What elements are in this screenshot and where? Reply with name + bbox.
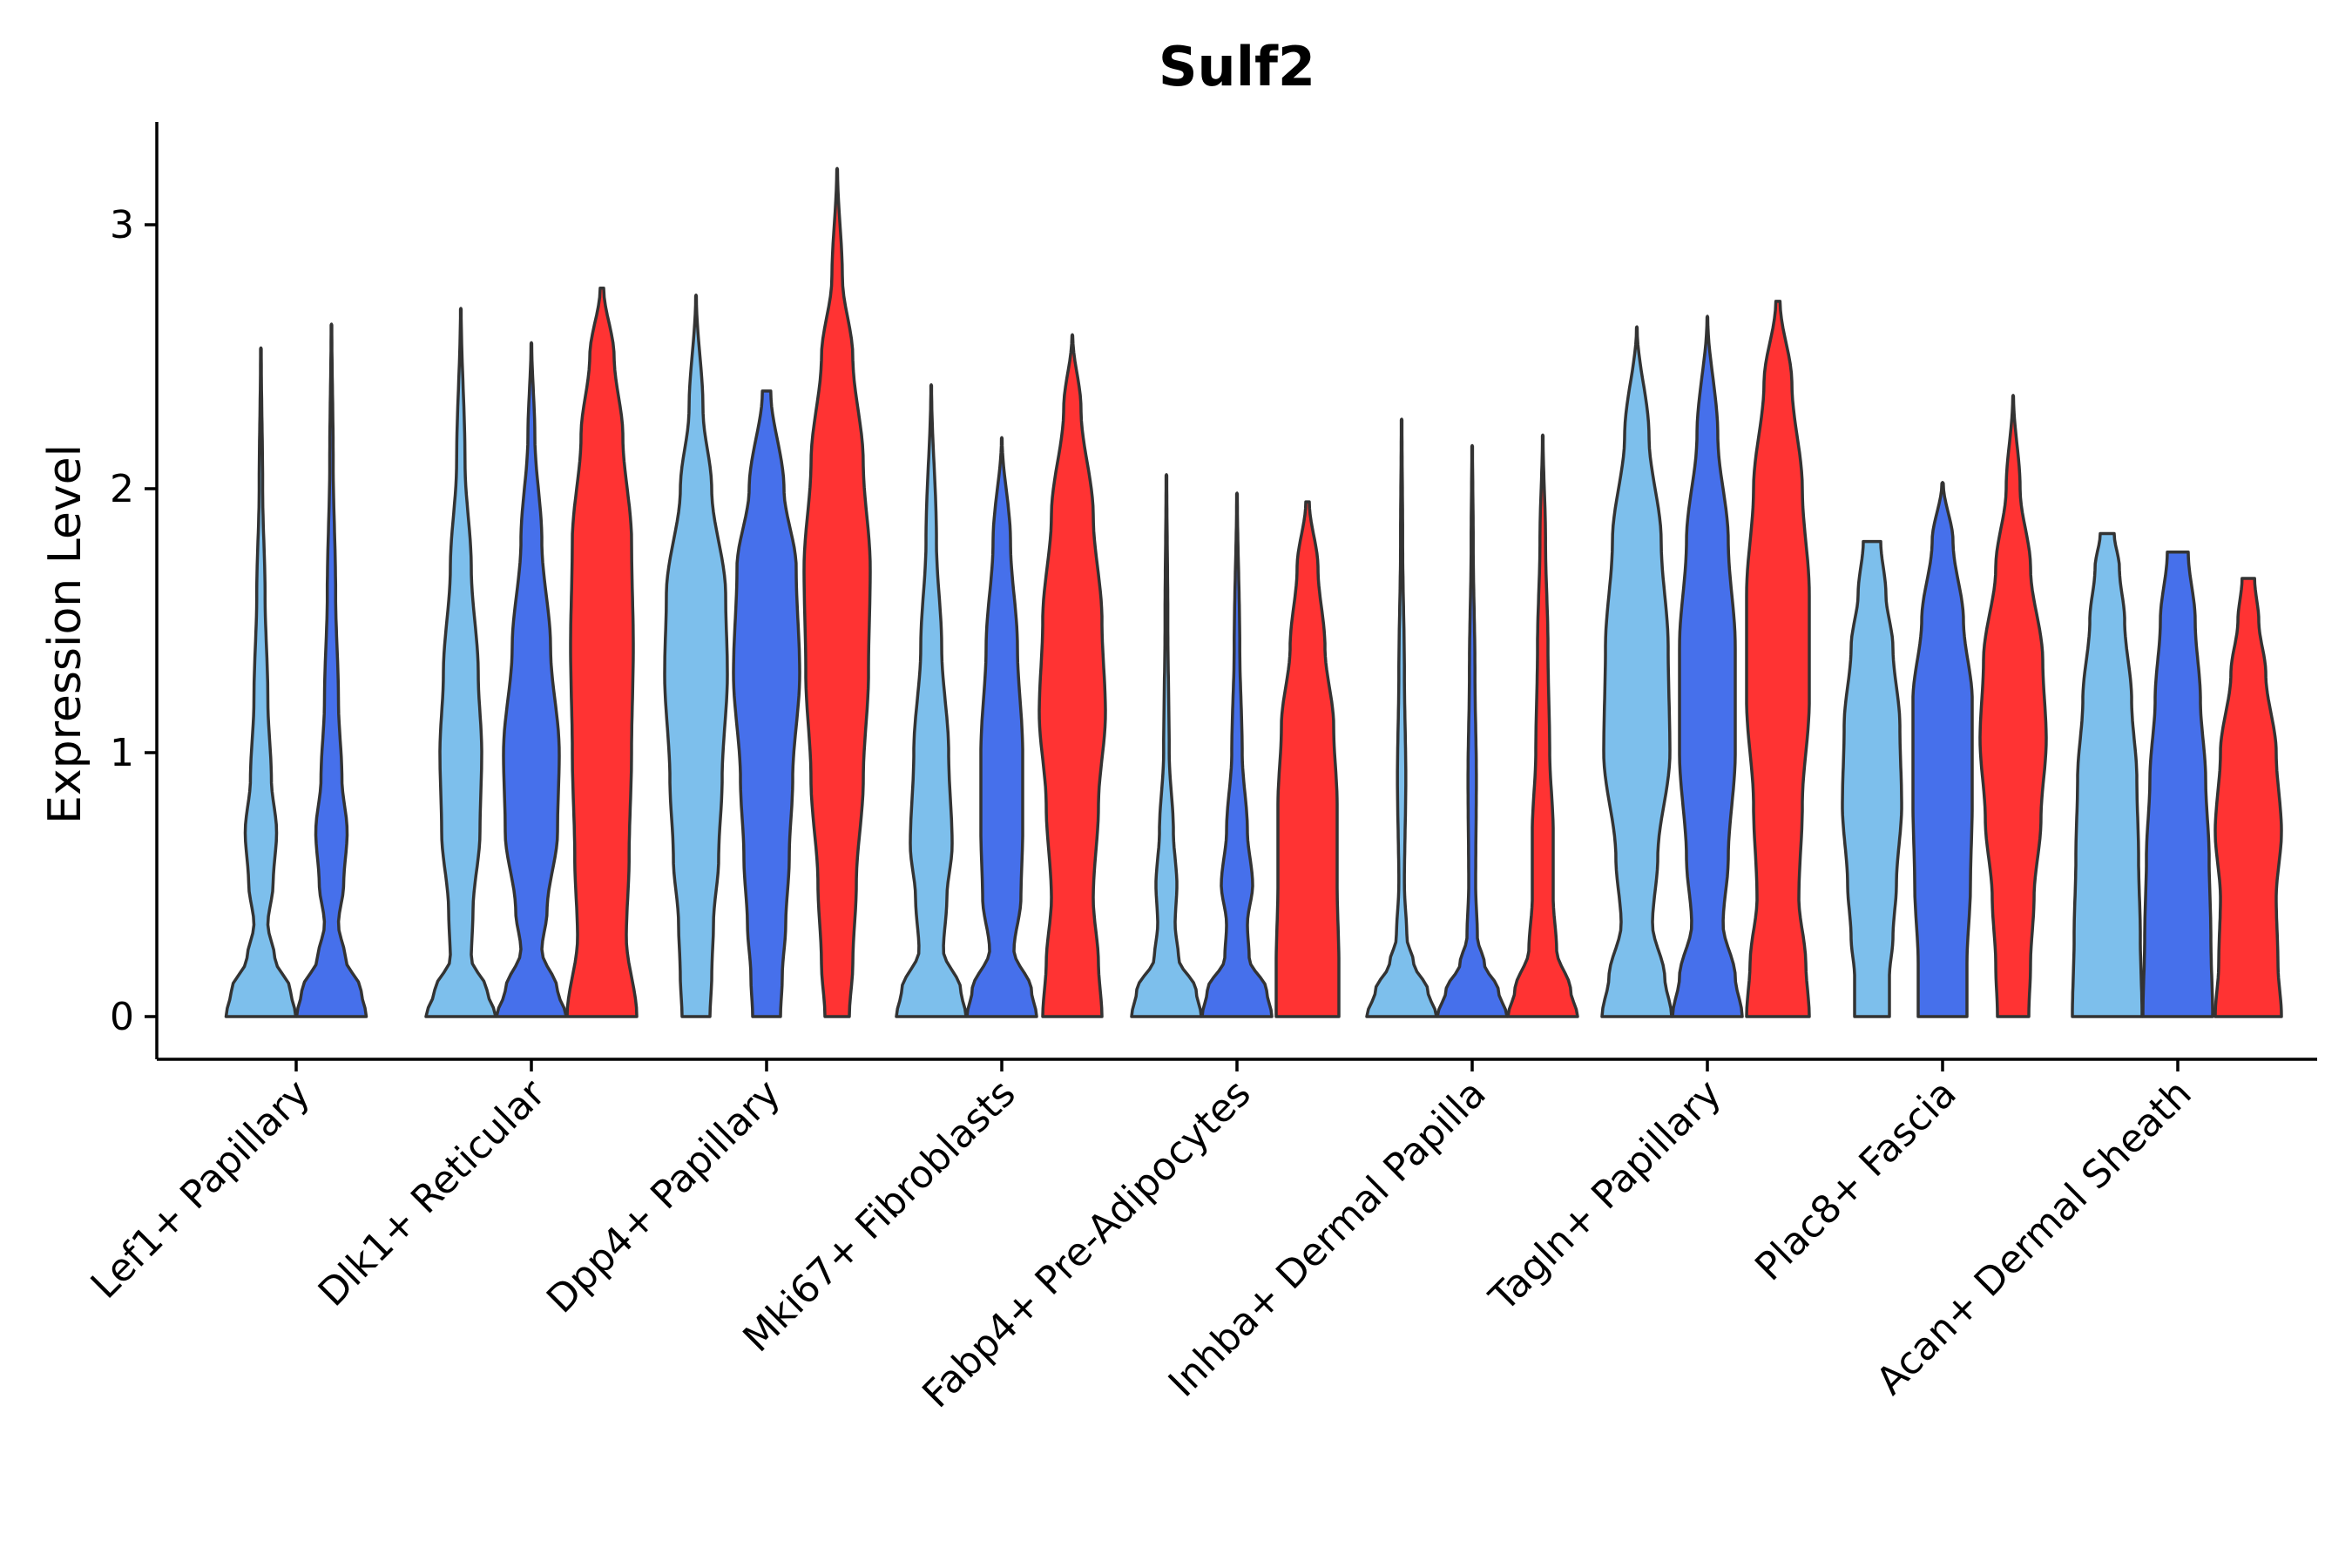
- violin-7-light: [1600, 325, 1673, 1018]
- violin-2-red: [565, 286, 639, 1018]
- violin-1-light: [224, 346, 298, 1018]
- violins-layer: [224, 166, 2283, 1018]
- violin-3-red: [802, 166, 872, 1018]
- violin-7-blue: [1671, 314, 1744, 1018]
- x-category-label: Dpp4+ Papillary: [538, 1071, 789, 1322]
- y-tick-label: 2: [110, 467, 134, 511]
- y-tick-label: 1: [110, 731, 134, 775]
- chart-title: Sulf2: [1159, 35, 1315, 98]
- violin-2-blue: [495, 341, 568, 1018]
- violin-4-light: [895, 383, 968, 1018]
- violin-6-red: [1506, 433, 1579, 1018]
- y-tick-label: 0: [110, 995, 134, 1039]
- violin-7-red: [1745, 300, 1811, 1018]
- violin-6-blue: [1436, 443, 1509, 1018]
- violin-2-light: [424, 307, 497, 1018]
- violin-4-blue: [965, 436, 1038, 1018]
- violin-4-red: [1037, 333, 1107, 1018]
- violin-5-blue: [1200, 491, 1274, 1018]
- violin-8-light: [1841, 539, 1903, 1018]
- y-axis-label: Expression Level: [39, 444, 91, 824]
- x-category-label: Tagln+ Papillary: [1481, 1071, 1730, 1321]
- violin-6-light: [1365, 417, 1438, 1018]
- violin-1-blue: [294, 322, 368, 1018]
- violin-8-red: [1978, 394, 2048, 1018]
- violin-5-light: [1130, 473, 1203, 1018]
- x-category-label: Dlk1+ Reticular: [310, 1071, 555, 1315]
- y-tick-label: 3: [110, 203, 134, 247]
- y-ticks: 0 1 2 3: [110, 203, 157, 1039]
- violin-8-blue: [1911, 481, 1974, 1018]
- violin-9-red: [2213, 577, 2283, 1018]
- x-category-label: Plac8+ Fascia: [1747, 1071, 1965, 1290]
- x-category-label: Lef1+ Papillary: [83, 1071, 319, 1308]
- violin-9-light: [2071, 531, 2144, 1018]
- violin-5-red: [1274, 500, 1341, 1018]
- violin-3-light: [663, 294, 729, 1018]
- violin-3-blue: [732, 389, 801, 1018]
- violin-9-blue: [2141, 550, 2214, 1018]
